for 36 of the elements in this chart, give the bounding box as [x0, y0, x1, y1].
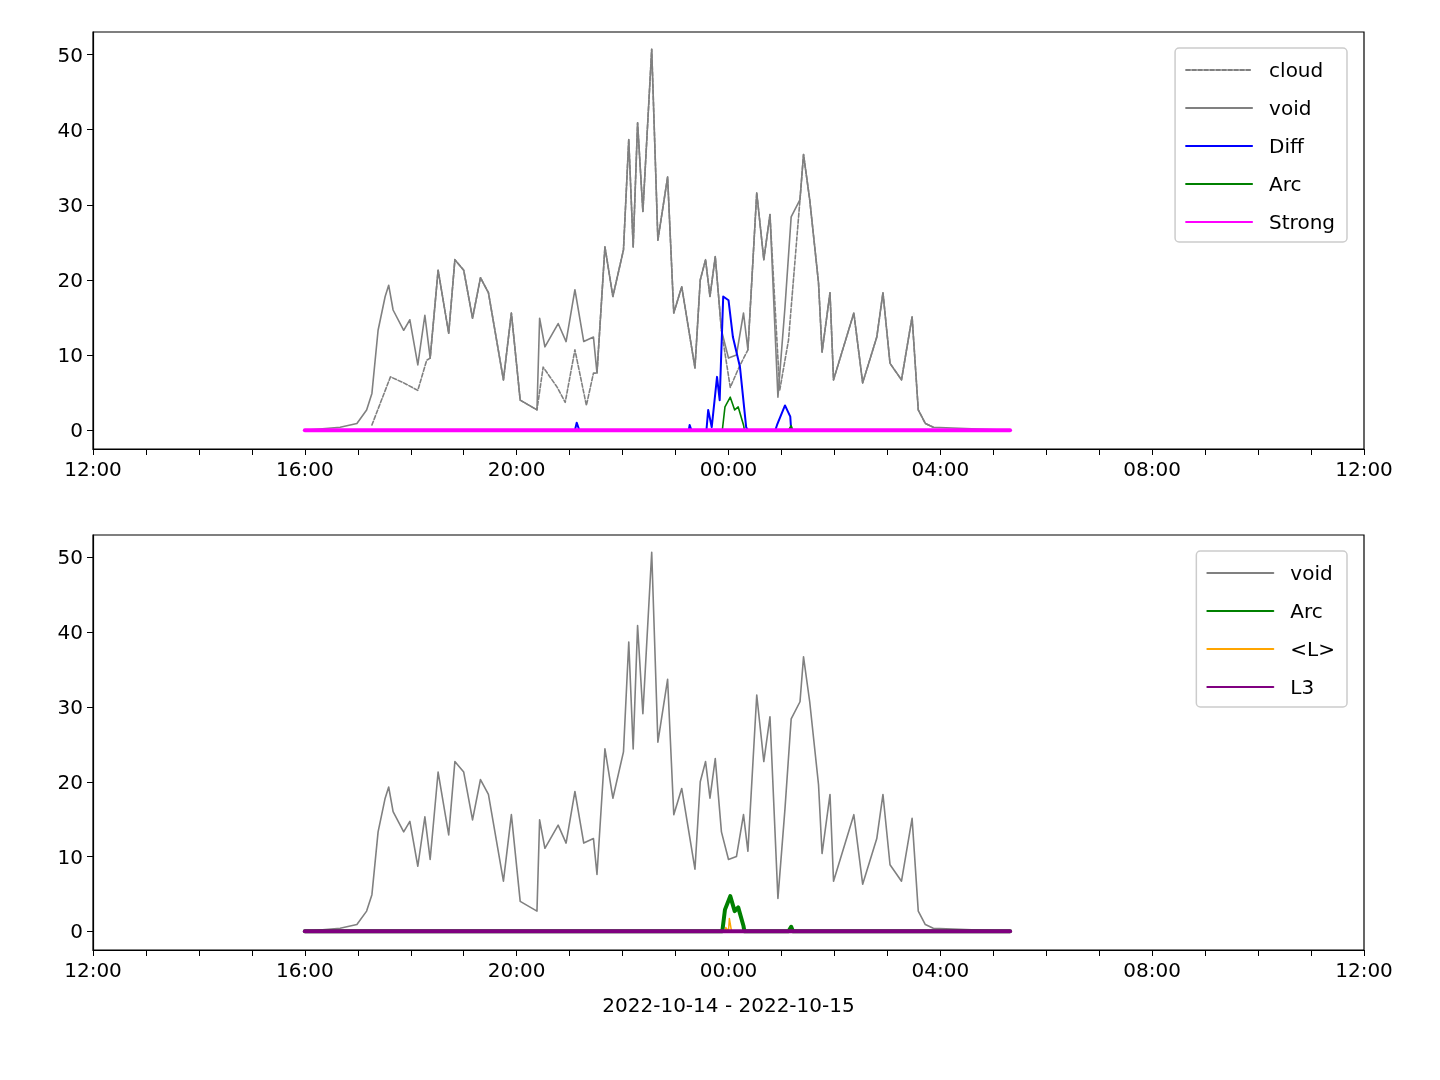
x-axis-title: 2022-10-14 - 2022-10-15: [602, 993, 855, 1017]
x-tick-label: 04:00: [911, 457, 970, 481]
y-tick-label: 30: [57, 694, 83, 719]
y-tick-label: 30: [57, 192, 83, 217]
x-tick-label: 00:00: [699, 958, 758, 982]
y-tick-label: 50: [57, 545, 83, 570]
legend-label: Arc: [1290, 599, 1323, 623]
y-tick-label: 40: [57, 620, 83, 645]
x-tick-label: 16:00: [276, 958, 334, 982]
legend-label: void: [1290, 561, 1333, 585]
legend-label: Strong: [1269, 210, 1336, 234]
y-tick-label: 10: [57, 343, 83, 368]
y-tick-label: 0: [70, 418, 83, 443]
x-tick-label: 12:00: [1335, 457, 1393, 481]
y-tick-label: 50: [57, 42, 83, 67]
legend-label: L3: [1290, 675, 1315, 699]
legend-label: cloud: [1269, 58, 1324, 82]
legend-label: <L>: [1290, 637, 1336, 661]
x-tick-label: 08:00: [1123, 958, 1181, 982]
x-tick-label: 12:00: [1335, 958, 1393, 982]
x-tick-label: 12:00: [64, 958, 122, 982]
y-tick-label: 20: [57, 769, 83, 794]
legend-label: Arc: [1269, 172, 1302, 196]
x-tick-label: 04:00: [911, 958, 970, 982]
y-tick-label: 0: [70, 919, 83, 944]
y-tick-label: 20: [57, 267, 83, 292]
x-tick-label: 20:00: [487, 958, 546, 982]
legend-label: void: [1269, 96, 1312, 120]
x-tick-label: 20:00: [487, 457, 546, 481]
x-tick-label: 08:00: [1123, 457, 1181, 481]
y-tick-label: 10: [57, 844, 83, 869]
legend-label: Diff: [1269, 134, 1306, 158]
x-tick-label: 16:00: [276, 457, 334, 481]
y-tick-label: 40: [57, 117, 83, 142]
x-tick-label: 12:00: [64, 457, 122, 481]
x-tick-label: 00:00: [699, 457, 758, 481]
